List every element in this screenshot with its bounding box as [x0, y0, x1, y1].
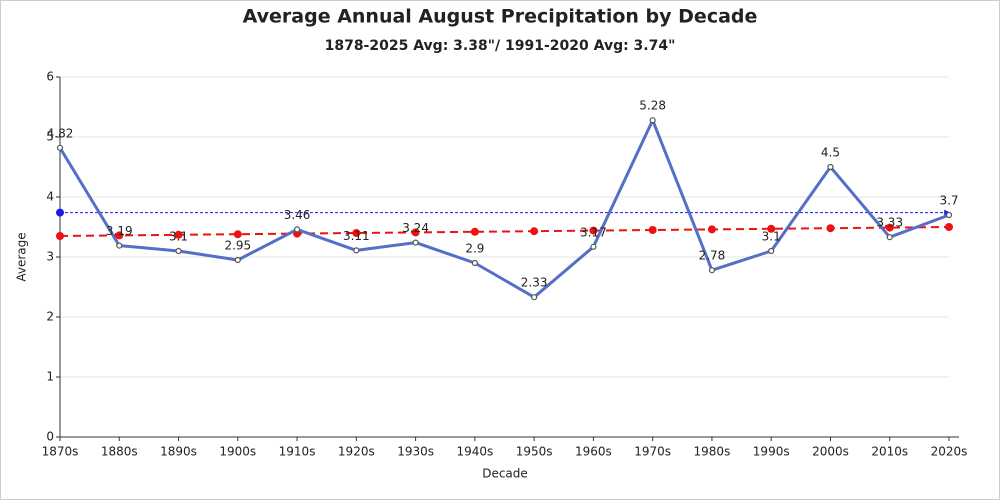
trend-point — [530, 227, 539, 236]
data-point — [412, 239, 419, 246]
y-tick-label: 6 — [46, 70, 54, 84]
data-point — [531, 294, 538, 301]
x-axis-label: Decade — [482, 467, 528, 481]
x-tick-label: 2020s — [931, 445, 968, 459]
x-tick-label: 1890s — [160, 445, 197, 459]
y-tick-label: 4 — [46, 190, 54, 204]
x-tick-label: 1940s — [456, 445, 493, 459]
trend-point — [174, 230, 183, 239]
data-label: 3.17 — [580, 225, 607, 239]
y-tick-label: 0 — [46, 430, 54, 444]
trend-point — [411, 228, 420, 237]
trend-point — [707, 225, 716, 234]
trend-point — [56, 232, 64, 240]
data-point — [234, 256, 241, 264]
x-tick-label: 1880s — [101, 445, 138, 459]
data-label: 3.24 — [402, 221, 429, 235]
data-point — [590, 243, 597, 250]
data-point — [886, 234, 893, 241]
data-label: 2.9 — [465, 242, 484, 256]
data-label: 3.19 — [106, 224, 133, 238]
x-tick-label: 1980s — [694, 445, 731, 459]
x-tick-label: 1960s — [575, 445, 612, 459]
trend-point — [767, 224, 776, 233]
data-label: 4.82 — [47, 126, 74, 140]
data-point — [945, 211, 953, 219]
data-label: 3.33 — [876, 216, 903, 230]
data-point — [293, 226, 301, 233]
x-tick-label: 1910s — [279, 445, 316, 459]
data-label: 3.1 — [169, 230, 188, 244]
data-point — [827, 163, 834, 171]
y-axis-label: Average — [15, 232, 29, 281]
trend-point — [945, 223, 953, 231]
data-label: 3.1 — [762, 230, 781, 244]
data-point — [471, 259, 478, 267]
y-tick-label: 1 — [46, 370, 54, 384]
y-tick-label: 2 — [46, 310, 54, 324]
x-tick-label: 1990s — [753, 445, 790, 459]
data-label: 3.11 — [343, 229, 370, 243]
data-label: 3.46 — [284, 208, 311, 222]
data-point — [649, 117, 656, 124]
data-label: 4.5 — [821, 146, 840, 160]
x-tick-label: 1900s — [219, 445, 256, 459]
data-point — [116, 242, 123, 249]
trend-point — [826, 224, 835, 233]
chart-subtitle: 1878-2025 Avg: 3.38"/ 1991-2020 Avg: 3.7… — [325, 38, 676, 54]
x-tick-label: 1930s — [397, 445, 434, 459]
series-line — [58, 118, 950, 299]
trend-line — [59, 226, 950, 237]
data-point — [56, 144, 64, 151]
trend-point — [352, 229, 361, 237]
x-tick-label: 1920s — [338, 445, 375, 459]
data-point — [175, 247, 182, 255]
x-tick-label: 1950s — [516, 445, 553, 459]
reference-start — [56, 208, 64, 217]
trend-point — [115, 231, 124, 240]
y-tick-label: 3 — [46, 250, 54, 264]
data-label: 2.95 — [224, 239, 251, 253]
trend-point — [885, 223, 894, 232]
data-point — [708, 267, 716, 274]
trend-point — [589, 226, 598, 235]
data-point — [768, 247, 775, 255]
data-label: 5.28 — [639, 99, 666, 113]
data-label: 3.7 — [939, 194, 958, 208]
trend-point — [470, 227, 479, 236]
data-label: 2.33 — [521, 276, 548, 290]
x-tick-label: 1870s — [42, 445, 79, 459]
trend-point — [233, 230, 242, 239]
x-tick-label: 2000s — [812, 445, 849, 459]
x-tick-label: 1970s — [634, 445, 671, 459]
trend-point — [648, 226, 657, 234]
data-label: 2.78 — [699, 249, 726, 263]
y-tick-label: 5 — [46, 130, 54, 144]
chart-title: Average Annual August Precipitation by D… — [243, 6, 758, 28]
data-point — [353, 247, 360, 254]
x-tick-label: 2010s — [871, 445, 908, 459]
